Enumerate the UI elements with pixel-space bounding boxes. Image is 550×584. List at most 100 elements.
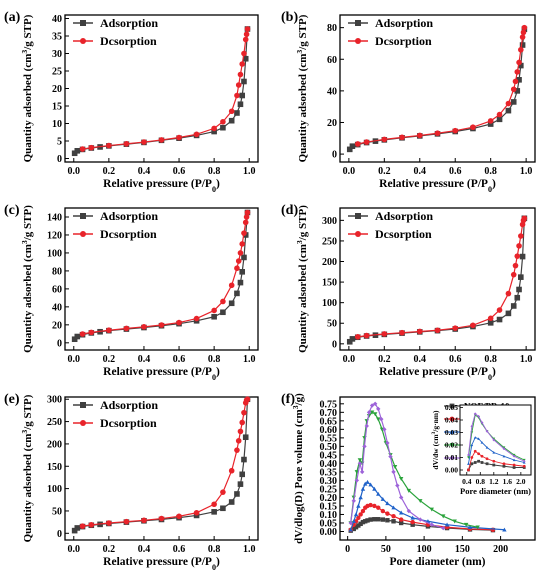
legend-label: Adsorption: [100, 16, 158, 30]
inset-series-line: [468, 412, 525, 462]
data-point: [141, 139, 147, 145]
y-axis-label: Quantity adsorbed (cm3/g STP): [20, 205, 35, 353]
data-point: [368, 482, 373, 487]
plot-frame: [64, 396, 259, 541]
data-point: [74, 525, 81, 531]
data-point: [74, 148, 81, 154]
x-tick-label: 1.0: [520, 166, 533, 177]
legend-marker: [80, 420, 86, 426]
data-point: [237, 279, 244, 286]
y-tick-label: 50: [52, 506, 62, 517]
data-point: [351, 526, 356, 532]
x-tick-label: 0.0: [68, 354, 81, 365]
x-tick-label: 0.8: [484, 354, 497, 365]
y-tick-label: 0: [57, 529, 62, 540]
y-tick-label: 0.10: [320, 510, 338, 521]
y-tick-label: 300: [47, 395, 62, 406]
data-point: [234, 92, 240, 99]
legend-label: Dcsorption: [100, 416, 157, 430]
panel-label: (b): [281, 10, 298, 25]
inset-data-point: [480, 454, 484, 458]
data-point: [441, 514, 446, 519]
data-point: [193, 315, 200, 322]
inset-series-line: [468, 460, 525, 471]
data-point: [351, 498, 356, 504]
data-point: [381, 331, 388, 337]
inset-data-point: [512, 458, 516, 462]
y-tick-label: 0.45: [320, 450, 338, 461]
data-point: [243, 214, 250, 220]
x-axis-label: Relative pressure (P/P0): [103, 366, 220, 382]
data-point: [372, 401, 378, 407]
plot-frame: [339, 396, 536, 541]
data-point: [376, 417, 381, 422]
data-point: [237, 481, 244, 487]
y-tick-label: 50: [327, 319, 337, 330]
data-point: [487, 121, 494, 127]
data-point: [211, 501, 217, 508]
data-point: [353, 512, 359, 517]
data-point: [353, 525, 359, 530]
data-point: [239, 241, 246, 247]
y-axis-label: Quantity adsorbed (cm3/g STP): [295, 205, 310, 353]
y-tick-label: 100: [47, 484, 62, 495]
inset-data-point: [477, 459, 480, 463]
x-tick-label: 0.2: [378, 166, 391, 177]
data-point: [235, 437, 242, 444]
series-nqf-pr-30: [348, 401, 446, 531]
data-point: [220, 505, 226, 512]
data-point: [376, 491, 381, 496]
data-point: [410, 519, 415, 525]
data-point: [358, 512, 363, 517]
data-point: [429, 522, 434, 527]
data-point: [244, 26, 251, 32]
x-tick-label: 0.8: [484, 166, 497, 177]
data-point: [385, 511, 390, 516]
data-point: [141, 324, 147, 330]
data-point: [399, 134, 405, 141]
data-point: [496, 111, 503, 118]
data-point: [510, 99, 517, 105]
data-point: [228, 282, 235, 289]
data-point: [349, 143, 356, 149]
data-point: [141, 517, 147, 524]
data-point: [516, 286, 522, 293]
y-tick-label: 0: [332, 339, 337, 350]
y-tick-label: 20: [327, 118, 337, 129]
data-point: [220, 124, 226, 131]
data-point: [368, 502, 373, 508]
data-point: [398, 517, 404, 522]
data-point: [358, 521, 363, 527]
data-point: [234, 110, 240, 116]
data-point: [241, 50, 247, 57]
y-tick-label: 0.20: [320, 493, 338, 504]
y-tick-label: 0: [57, 338, 62, 349]
data-point: [391, 469, 396, 475]
y-tick-label: 0.35: [320, 467, 338, 478]
data-point: [406, 508, 412, 514]
x-tick-label: 200: [493, 544, 508, 555]
data-point: [418, 499, 423, 504]
data-point: [364, 423, 369, 429]
inset-data-point: [512, 466, 516, 469]
y-tick-label: 0.75: [320, 399, 338, 410]
inset-series-nqf-pr-30: [467, 412, 526, 463]
data-point: [382, 427, 387, 432]
data-point: [467, 525, 473, 529]
inset-series-nqf-pr-20: [467, 436, 526, 465]
legend-marker: [80, 20, 86, 26]
inset-data-point: [485, 462, 489, 466]
data-point: [88, 522, 95, 528]
y-tick-label: 80: [52, 266, 62, 277]
x-axis-label: Relative pressure (P/P0): [103, 178, 220, 194]
data-point: [487, 315, 494, 322]
series-dcsorption: [79, 26, 251, 152]
inset-data-point: [477, 452, 480, 456]
data-point: [228, 117, 235, 124]
data-point: [516, 77, 522, 83]
x-tick-label: 0.2: [103, 166, 116, 177]
x-tick-label: 100: [417, 544, 432, 555]
inset-x-tick-label: 1.6: [503, 477, 513, 486]
inset-data-point: [470, 462, 474, 466]
data-point: [123, 325, 130, 332]
